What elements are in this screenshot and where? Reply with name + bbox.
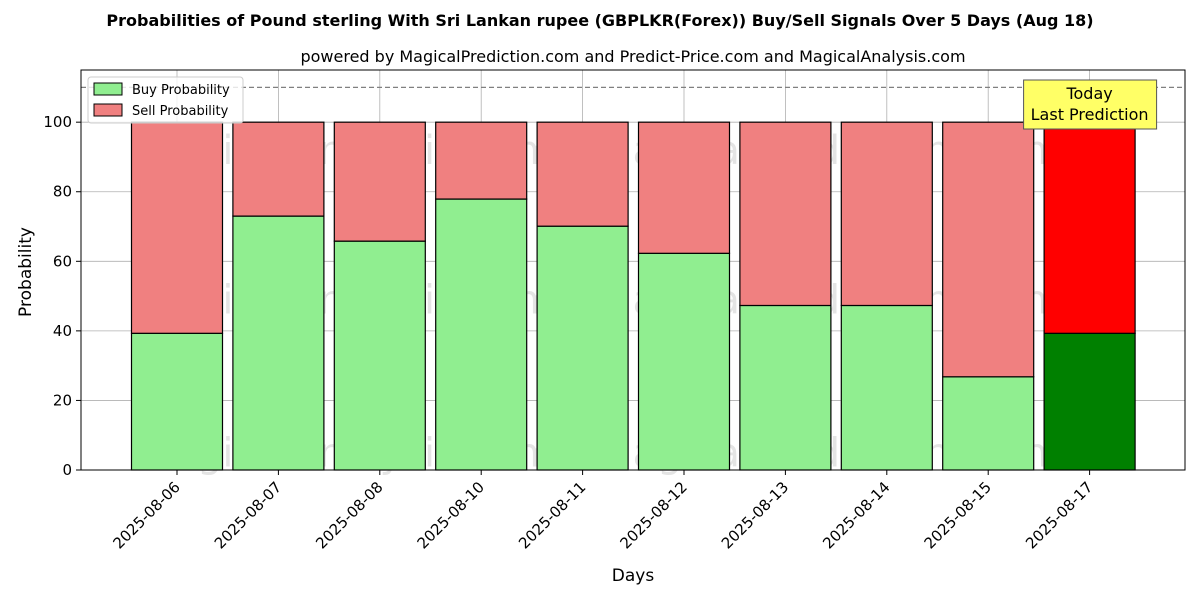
x-tick-label: 2025-08-12 — [616, 478, 690, 552]
x-tick-label: 2025-08-14 — [819, 478, 893, 552]
y-tick-label: 40 — [53, 322, 72, 340]
x-tick-label: 2025-08-08 — [312, 478, 386, 552]
buy-bar — [232, 215, 325, 471]
sell-bar — [232, 121, 325, 217]
plot-area: MagicalAnalysis.comMagicalPrediction.com… — [43, 69, 1186, 552]
sell-bar — [840, 121, 933, 307]
buy-bar — [637, 252, 731, 471]
x-tick-label: 2025-08-06 — [109, 478, 183, 552]
buy-bar — [130, 332, 224, 471]
sell-bar — [739, 121, 832, 307]
sell-bar — [536, 121, 629, 227]
x-axis-label: Days — [612, 566, 655, 586]
x-tick-label: 2025-08-15 — [921, 478, 995, 552]
y-tick-label: 80 — [53, 183, 72, 201]
sell-bar — [333, 121, 426, 242]
buy-bar — [1043, 332, 1136, 471]
buy-bar — [739, 304, 832, 471]
legend-swatch-sell — [93, 103, 123, 117]
x-tick-label: 2025-08-10 — [414, 478, 488, 552]
y-tick-label: 60 — [53, 252, 72, 270]
buy-bar — [536, 225, 629, 471]
annotation-line2: Last Prediction — [1031, 105, 1149, 124]
buy-bar — [435, 198, 528, 471]
x-tick-label: 2025-08-17 — [1022, 478, 1096, 552]
plot-frame — [80, 69, 1186, 471]
buy-bar — [840, 304, 933, 471]
sell-bar — [130, 121, 224, 334]
x-tick-label: 2025-08-11 — [515, 478, 589, 552]
legend-label-sell: Sell Probability — [132, 104, 229, 119]
chart-title: Probabilities of Pound sterling With Sri… — [106, 11, 1093, 30]
sell-bar — [1043, 121, 1136, 334]
buy-bar — [942, 376, 1035, 471]
annotation-box — [1023, 79, 1158, 130]
y-axis-label: Probability — [16, 227, 36, 317]
legend-box — [87, 76, 244, 124]
sell-bar — [435, 121, 528, 200]
legend-label-buy: Buy Probability — [132, 83, 230, 98]
y-tick-label: 20 — [53, 391, 72, 409]
buy-bar — [333, 240, 426, 471]
sell-bar — [637, 121, 731, 254]
chart-subtitle: powered by MagicalPrediction.com and Pre… — [300, 47, 965, 66]
y-tick-label: 0 — [62, 461, 72, 479]
x-tick-label: 2025-08-13 — [718, 478, 792, 552]
x-tick-label: 2025-08-07 — [211, 478, 285, 552]
legend-swatch-buy — [93, 82, 123, 96]
y-tick-label: 100 — [43, 113, 72, 131]
annotation-line1: Today — [1065, 84, 1112, 103]
sell-bar — [942, 121, 1035, 378]
